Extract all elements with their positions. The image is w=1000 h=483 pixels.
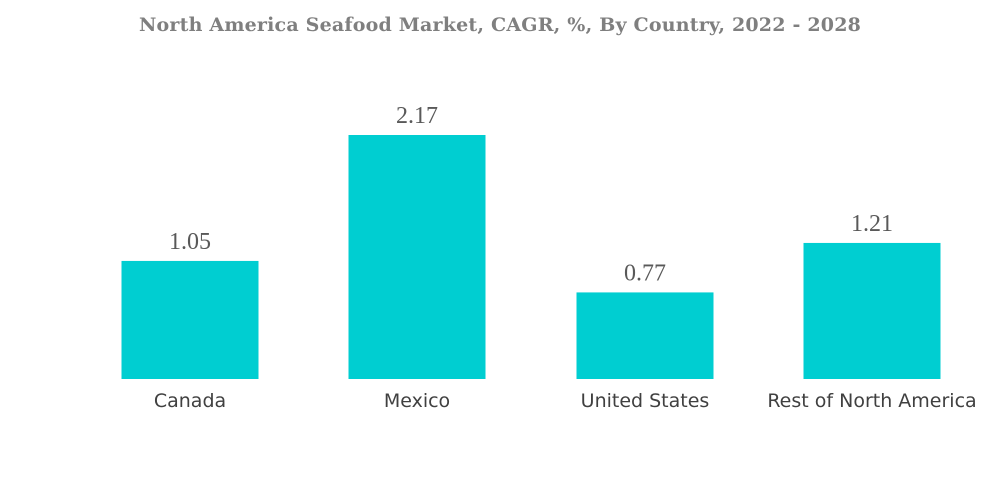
bar-united-states xyxy=(576,292,714,379)
data-label: 1.21 xyxy=(851,211,893,237)
bars-group: 1.05 Canada 2.17 Mexico 0.77 United States 1.2… xyxy=(121,103,977,412)
x-tick-label: United States xyxy=(581,390,710,412)
bar-mexico xyxy=(348,135,486,379)
bar-rest-of-north-america xyxy=(803,242,941,379)
data-label: 1.05 xyxy=(169,229,211,255)
x-tick-label: Mexico xyxy=(384,390,450,412)
chart-title: North America Seafood Market, CAGR, %, B… xyxy=(138,14,862,36)
data-label: 0.77 xyxy=(624,260,666,286)
x-tick-label: Canada xyxy=(154,390,226,412)
x-tick-label: Rest of North America xyxy=(767,390,976,412)
data-label: 2.17 xyxy=(396,103,438,129)
bar-canada xyxy=(121,260,259,379)
